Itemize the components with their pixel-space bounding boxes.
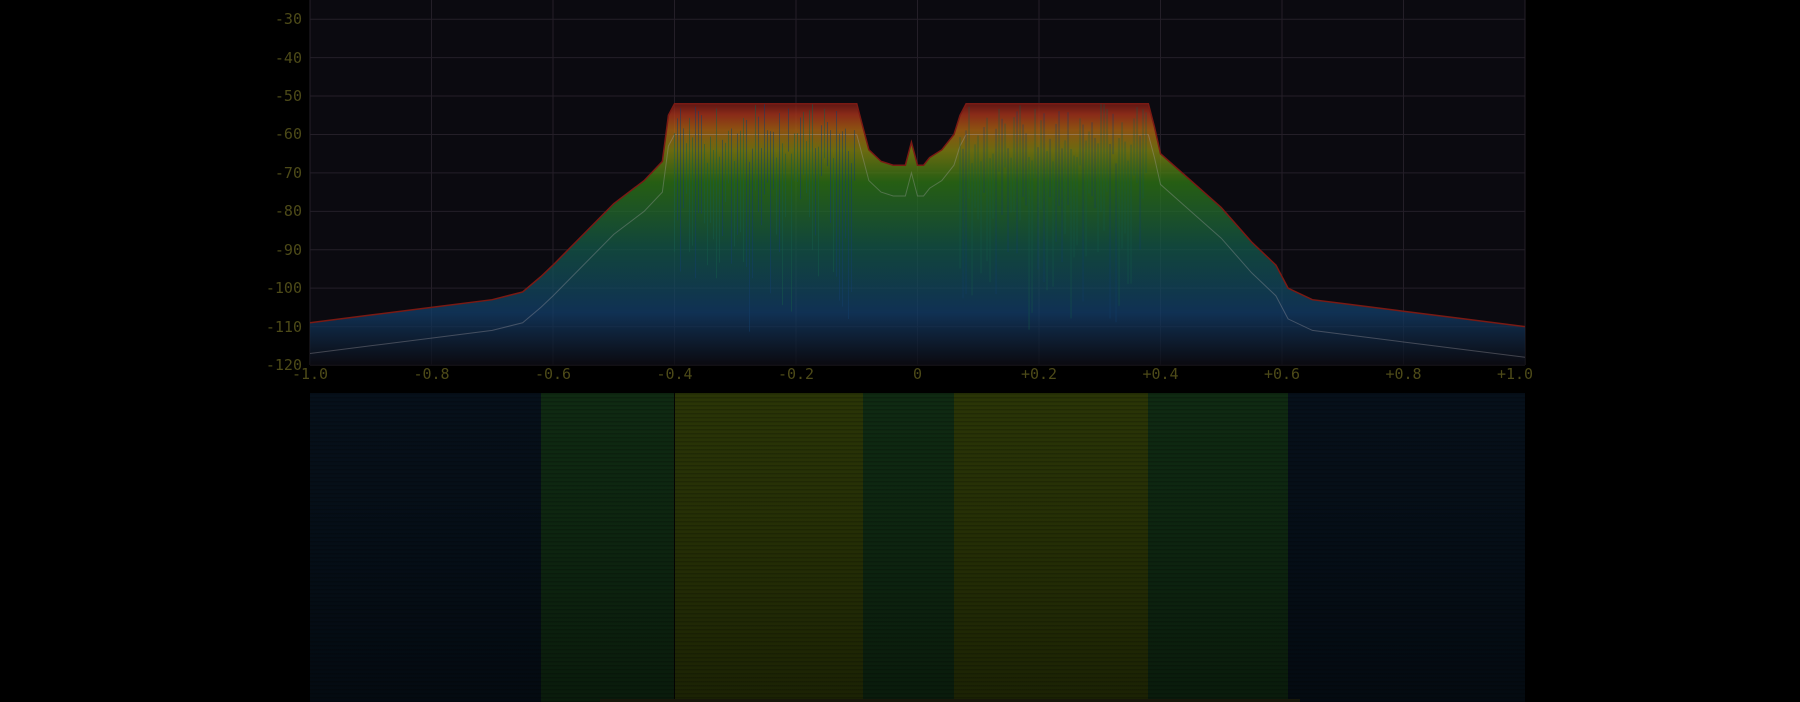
x-tick-label: +0.4 bbox=[1142, 365, 1179, 383]
spectrum-envelope bbox=[310, 103, 1525, 365]
bottom-divider bbox=[600, 699, 1300, 702]
passband-noise bbox=[674, 103, 1147, 332]
waterfall-band bbox=[1148, 393, 1289, 702]
y-tick-label: -120 bbox=[265, 356, 302, 374]
x-tick-label: +0.6 bbox=[1263, 365, 1301, 383]
y-tick-label: -80 bbox=[274, 202, 302, 221]
waterfall-band bbox=[540, 393, 675, 702]
waterfall-display[interactable] bbox=[310, 393, 1525, 702]
spectrum-chart bbox=[309, 0, 1526, 366]
y-tick-label: -100 bbox=[265, 279, 302, 298]
y-tick-label: -70 bbox=[274, 163, 302, 182]
waterfall-band bbox=[310, 393, 541, 702]
spectrum-peak-outline bbox=[309, 102, 1526, 328]
spectrum-trace bbox=[309, 102, 1526, 365]
y-tick-label: -50 bbox=[274, 87, 302, 106]
waterfall-band bbox=[1288, 393, 1525, 702]
x-tick-label: +1.0 bbox=[1496, 365, 1534, 383]
waterfall-band bbox=[674, 393, 863, 702]
spectrum-plot[interactable] bbox=[309, 0, 1526, 366]
x-tick-label: -1.0 bbox=[291, 365, 329, 383]
y-tick-label: -90 bbox=[274, 240, 302, 259]
y-tick-label: -40 bbox=[274, 48, 302, 67]
y-tick-label: -30 bbox=[274, 10, 302, 29]
y-tick-label: -110 bbox=[265, 317, 302, 336]
y-axis-labels: -30 -40 -50 -60 -70 -80 -90 -100 -110 -120 bbox=[0, 0, 306, 374]
x-tick-label: -0.2 bbox=[777, 365, 815, 383]
x-axis-labels: -1.0 -0.8 -0.6 -0.4 -0.2 0 +0.2 +0.4 +0.6 +0.8 +1.… bbox=[0, 366, 1800, 386]
x-tick-label: -0.6 bbox=[534, 365, 572, 383]
x-tick-label: 0 bbox=[912, 365, 923, 383]
spectrum-mean-line bbox=[309, 133, 1526, 358]
x-tick-label: -0.8 bbox=[413, 365, 450, 383]
x-tick-label: +0.2 bbox=[1020, 365, 1058, 383]
waterfall-band bbox=[953, 393, 1149, 702]
waterfall-band bbox=[862, 393, 954, 702]
y-tick-label: -60 bbox=[274, 125, 302, 144]
x-tick-label: -0.4 bbox=[656, 365, 693, 383]
x-tick-label: +0.8 bbox=[1385, 365, 1422, 383]
